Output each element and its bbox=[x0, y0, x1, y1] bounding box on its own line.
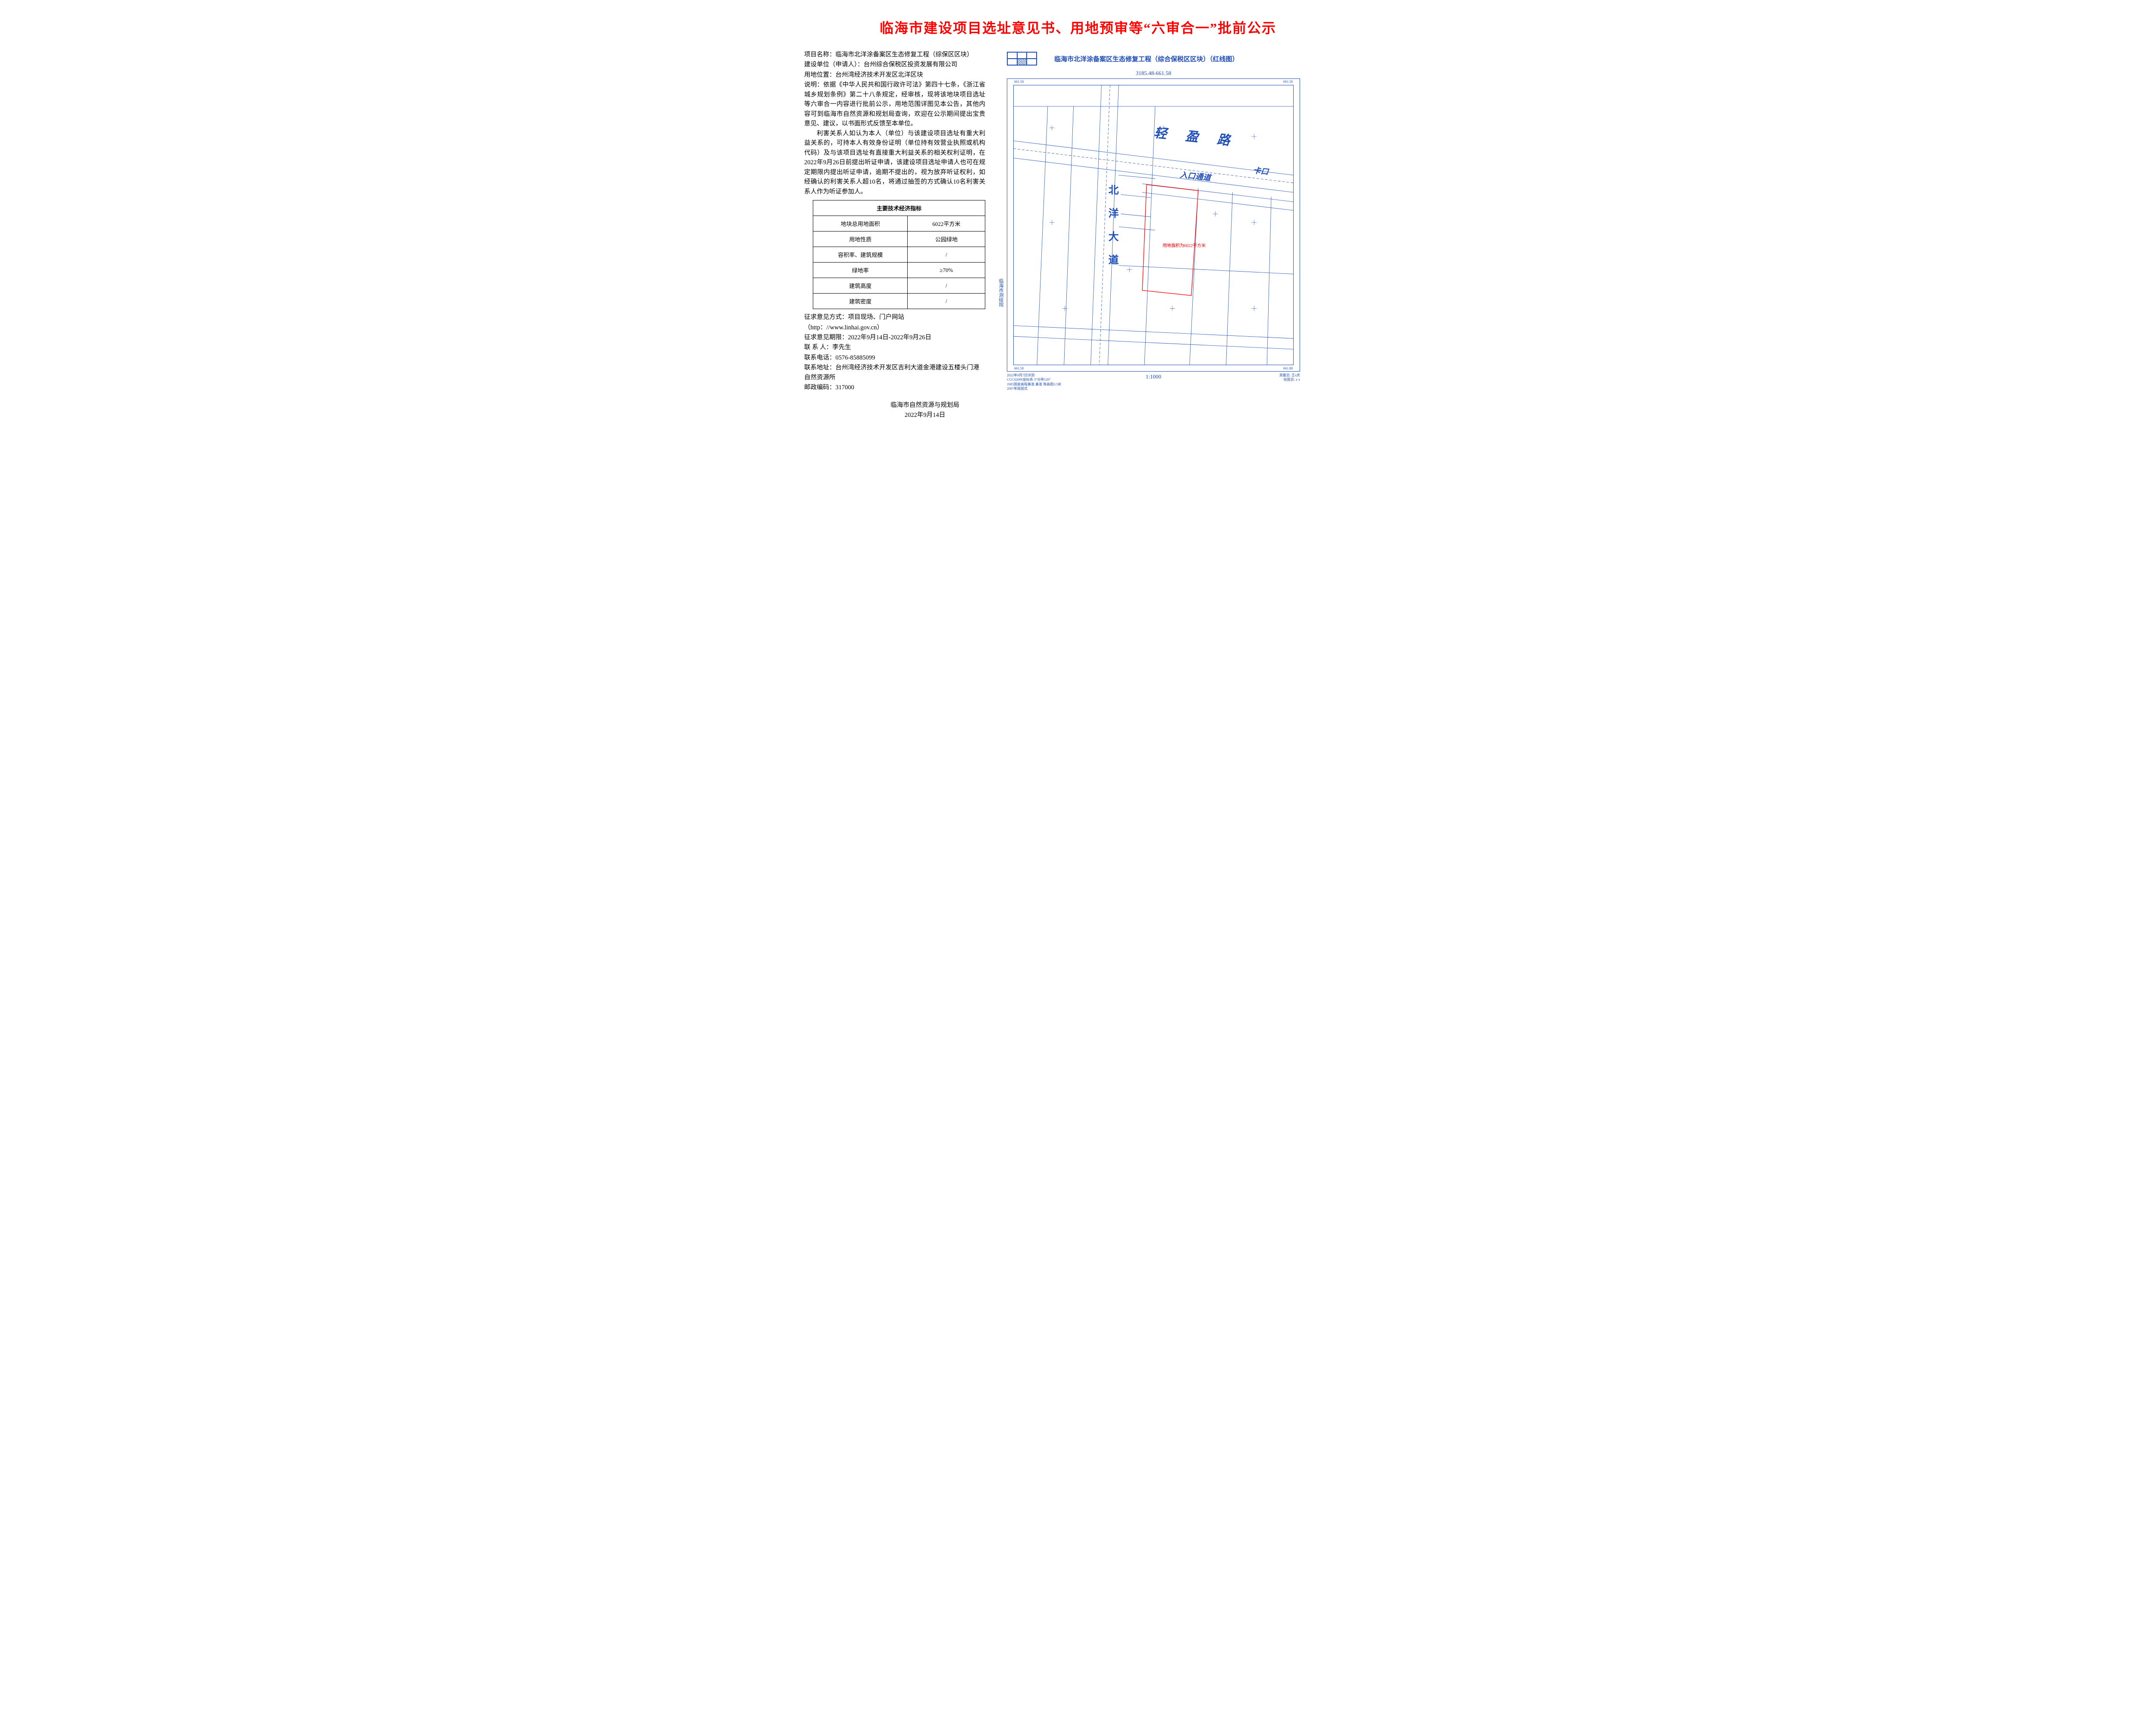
cell-label: 建筑高度 bbox=[813, 278, 908, 294]
phone-line: 联系电话：0576-85885099 bbox=[804, 353, 985, 363]
cell-label: 建筑密度 bbox=[813, 294, 908, 309]
website-line: （http：//www.linhai.gov.cn） bbox=[804, 323, 985, 332]
location: 台州湾经济技术开发区北洋区块 bbox=[836, 72, 923, 78]
footer-r2: 绘图员: x x bbox=[1235, 378, 1300, 382]
method-line: 征求意见方式：项目现场、门户网站 bbox=[804, 313, 985, 322]
footer-l1: 2022年9月7日详测 bbox=[1007, 373, 1072, 378]
phone-label: 联系电话： bbox=[804, 354, 836, 361]
cell-label: 地块总用地面积 bbox=[813, 216, 908, 231]
builder-line: 建设单位（申请人）：台州综合保税区投资发展有限公司 bbox=[804, 60, 985, 69]
map-panel: 临海市北洋涂备案区生态修复工程（综合保税区区块）（红线图） 3185.48-66… bbox=[998, 50, 1309, 391]
table-row: 用地性质公园绿地 bbox=[813, 231, 985, 247]
signature-date: 2022年9月14日 bbox=[865, 410, 985, 420]
area-text: 用地面积为6022平方米 bbox=[1163, 242, 1206, 248]
parcel-boundary bbox=[1142, 185, 1198, 295]
desc-para-1: 说明：依据《中华人民共和国行政许可法》第四十七条，《浙江省城乡规划条例》第二十八… bbox=[804, 80, 985, 128]
road-label-beiyang: 北洋大道 bbox=[1105, 185, 1120, 278]
desc-para-2: 利害关系人如认为本人（单位）与该建设项目选址有重大利益关系的，可持本人有效身份证… bbox=[804, 129, 985, 197]
cell-label: 容积率、建筑规模 bbox=[813, 247, 908, 263]
project-name: 临海市北洋涂备案区生态修复工程（综保区区块） bbox=[836, 51, 973, 58]
map-scale: 1:1000 bbox=[1072, 373, 1235, 391]
signature-org: 临海市自然资源与规划局 bbox=[865, 400, 985, 410]
person-line: 联 系 人：李先生 bbox=[804, 343, 985, 352]
footer-left: 2022年9月7日详测 CGCS2000坐标系 3°分带120° 1985国家高… bbox=[1007, 373, 1072, 391]
period-label: 征求意见期限： bbox=[804, 334, 848, 341]
cell-value: 6022平方米 bbox=[908, 216, 985, 231]
cell-value: / bbox=[908, 294, 985, 309]
coord-br-y: 3185.48 bbox=[1299, 364, 1300, 372]
method-label: 征求意见方式： bbox=[804, 314, 848, 321]
table-row: 容积率、建筑规模/ bbox=[813, 247, 985, 263]
coord-bl-x: 661.58 bbox=[1014, 366, 1024, 370]
legend-icon bbox=[1007, 52, 1037, 66]
footer-l2: CGCS2000坐标系 3°分带120° bbox=[1007, 378, 1072, 382]
builder: 台州综合保税区投资发展有限公司 bbox=[864, 61, 958, 68]
map-footer: 2022年9月7日详测 CGCS2000坐标系 3°分带120° 1985国家高… bbox=[1007, 373, 1300, 391]
method: 项目现场、门户网站 bbox=[848, 314, 905, 321]
cell-value: ≥70% bbox=[908, 263, 985, 278]
tech-indicators-table: 主要技术经济指标 地块总用地面积6022平方米 用地性质公园绿地 容积率、建筑规… bbox=[813, 200, 985, 309]
project-name-line: 项目名称：临海市北洋涂备案区生态修复工程（综保区区块） bbox=[804, 50, 985, 59]
page-title: 临海市建设项目选址意见书、用地预审等“六审合一”批前公示 bbox=[804, 17, 1352, 37]
signature-block: 临海市自然资源与规划局 2022年9月14日 bbox=[865, 400, 985, 420]
cell-value: / bbox=[908, 278, 985, 294]
map-frame: 661.58 661.58 3185.78 3185.78 3185.48 31… bbox=[1007, 78, 1300, 372]
cell-value: 公园绿地 bbox=[908, 231, 985, 247]
map-header: 临海市北洋涂备案区生态修复工程（综合保税区区块）（红线图） bbox=[998, 50, 1309, 67]
desc-1: 依据《中华人民共和国行政许可法》第四十七条，《浙江省城乡规划条例》第二十八条规定… bbox=[804, 81, 985, 127]
location-line: 用地位置：台州湾经济技术开发区北洋区块 bbox=[804, 70, 985, 80]
table-row: 建筑高度/ bbox=[813, 278, 985, 294]
table-row: 建筑密度/ bbox=[813, 294, 985, 309]
coord-tl-x: 661.58 bbox=[1014, 80, 1024, 84]
address-label: 联系地址： bbox=[804, 364, 836, 371]
map-subtitle: 3185.48-661.58 bbox=[998, 70, 1309, 77]
table-row: 绿地率≥70% bbox=[813, 263, 985, 278]
zip: 317000 bbox=[836, 384, 855, 391]
right-column: 临海市北洋涂备案区生态修复工程（综合保税区区块）（红线图） 3185.48-66… bbox=[998, 50, 1352, 420]
project-name-label: 项目名称： bbox=[804, 51, 836, 58]
cell-label: 用地性质 bbox=[813, 231, 908, 247]
left-column: 项目名称：临海市北洋涂备案区生态修复工程（综保区区块） 建设单位（申请人）：台州… bbox=[804, 50, 985, 420]
map-title: 临海市北洋涂备案区生态修复工程（综合保税区区块）（红线图） bbox=[1054, 54, 1239, 63]
person-label: 联 系 人： bbox=[804, 344, 832, 351]
cell-value: / bbox=[908, 247, 985, 263]
location-label: 用地位置： bbox=[804, 72, 836, 78]
footer-right: 测量员: 王x庆 绘图员: x x bbox=[1235, 373, 1300, 391]
road-label-kakou: 卡口 bbox=[1253, 164, 1269, 177]
builder-label: 建设单位（申请人）： bbox=[804, 61, 864, 68]
footer-l4: 2007年版图式 bbox=[1007, 387, 1072, 391]
desc-label: 说明： bbox=[804, 81, 823, 88]
coord-tl-y: 3185.78 bbox=[1007, 78, 1008, 85]
phone: 0576-85885099 bbox=[836, 354, 875, 361]
table-row: 地块总用地面积6022平方米 bbox=[813, 216, 985, 231]
cell-label: 绿地率 bbox=[813, 263, 908, 278]
coord-br-x: 661.88 bbox=[1283, 366, 1293, 370]
person: 李先生 bbox=[832, 344, 851, 351]
table-caption: 主要技术经济指标 bbox=[813, 200, 985, 216]
cadastral-svg bbox=[1013, 85, 1294, 365]
coord-tr-x: 661.58 bbox=[1283, 80, 1293, 84]
period-line: 征求意见期限：2022年9月14日-2022年9月26日 bbox=[804, 333, 985, 342]
zip-label: 邮政编码： bbox=[804, 384, 836, 391]
content-row: 项目名称：临海市北洋涂备案区生态修复工程（综保区区块） 建设单位（申请人）：台州… bbox=[804, 50, 1352, 420]
address-line: 联系地址：台州湾经济技术开发区吉利大道金港建设五楼头门港自然资源所 bbox=[804, 363, 985, 382]
footer-l3: 1985国家高程基准 基准 等高距0.5米 bbox=[1007, 382, 1072, 387]
surveyor-label: 临海市测绘院 bbox=[997, 278, 1004, 307]
zip-line: 邮政编码：317000 bbox=[804, 383, 985, 392]
period: 2022年9月14日-2022年9月26日 bbox=[848, 334, 931, 341]
footer-r1: 测量员: 王x庆 bbox=[1235, 373, 1300, 378]
